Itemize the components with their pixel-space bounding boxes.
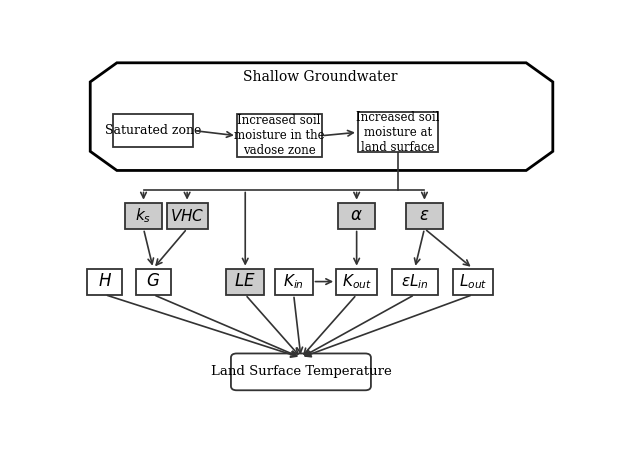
Text: Saturated zone: Saturated zone	[105, 124, 201, 137]
FancyBboxPatch shape	[275, 268, 312, 295]
FancyBboxPatch shape	[453, 268, 493, 295]
Text: Land Surface Temperature: Land Surface Temperature	[211, 365, 391, 378]
Text: Shallow Groundwater: Shallow Groundwater	[243, 70, 398, 84]
FancyBboxPatch shape	[166, 202, 208, 229]
FancyBboxPatch shape	[113, 114, 193, 147]
Text: Increased soil
moisture in the
vadose zone: Increased soil moisture in the vadose zo…	[234, 114, 324, 157]
FancyBboxPatch shape	[136, 268, 171, 295]
FancyBboxPatch shape	[392, 268, 438, 295]
Text: $VHC$: $VHC$	[170, 207, 204, 224]
FancyBboxPatch shape	[226, 268, 264, 295]
Text: $G$: $G$	[146, 273, 160, 290]
FancyBboxPatch shape	[231, 354, 371, 390]
FancyBboxPatch shape	[237, 114, 321, 157]
FancyBboxPatch shape	[336, 268, 377, 295]
Text: $\varepsilon L_{in}$: $\varepsilon L_{in}$	[401, 272, 429, 291]
Text: $LE$: $LE$	[234, 273, 256, 290]
FancyBboxPatch shape	[339, 202, 375, 229]
FancyBboxPatch shape	[88, 268, 122, 295]
Text: $K_{out}$: $K_{out}$	[342, 272, 371, 291]
Text: $k_s$: $k_s$	[136, 206, 152, 225]
Text: $K_{in}$: $K_{in}$	[283, 272, 304, 291]
FancyBboxPatch shape	[406, 202, 442, 229]
FancyBboxPatch shape	[358, 112, 437, 152]
Text: Increased soil
moisture at
land surface: Increased soil moisture at land surface	[356, 111, 439, 154]
Text: $H$: $H$	[98, 273, 112, 290]
FancyBboxPatch shape	[126, 202, 162, 229]
Text: $\alpha$: $\alpha$	[350, 207, 363, 224]
Text: $\varepsilon$: $\varepsilon$	[419, 207, 429, 224]
Text: $L_{out}$: $L_{out}$	[459, 272, 487, 291]
